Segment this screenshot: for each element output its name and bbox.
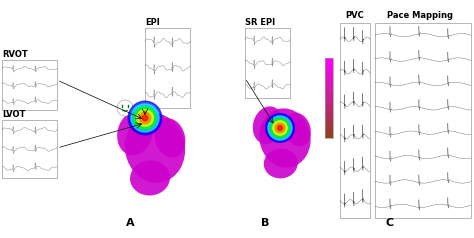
Ellipse shape [125,113,185,183]
Text: Pace Mapping: Pace Mapping [387,11,453,20]
Circle shape [139,112,151,124]
Bar [375,23,471,218]
Ellipse shape [117,111,153,155]
Ellipse shape [285,113,311,146]
Bar [325,74,333,78]
Circle shape [117,100,133,116]
Circle shape [128,101,162,135]
Text: LVOT: LVOT [2,110,26,119]
Text: A: A [126,218,134,228]
Bar [325,126,333,130]
Bar [325,58,333,138]
Ellipse shape [253,106,283,144]
Text: C: C [386,218,394,228]
Bar [325,134,333,138]
Text: B: B [261,218,269,228]
Bar [325,114,333,118]
Ellipse shape [155,118,185,158]
Bar [325,90,333,94]
Text: RVOT: RVOT [2,50,28,59]
Bar [340,23,370,218]
Bar [325,118,333,122]
Circle shape [275,123,285,133]
Circle shape [142,115,148,121]
Bar [325,130,333,134]
Ellipse shape [130,160,170,196]
Bar [325,98,333,102]
Ellipse shape [259,108,310,168]
Bar [325,110,333,114]
Bar [325,58,333,62]
Bar [325,86,333,90]
Circle shape [265,114,294,142]
Bar [245,28,290,98]
Circle shape [270,118,290,138]
Bar [325,122,333,126]
Bar [325,102,333,106]
Bar [325,70,333,74]
Circle shape [278,126,283,130]
Circle shape [134,107,156,129]
Bar [325,94,333,98]
Text: EPI: EPI [145,18,160,27]
Bar [325,82,333,86]
Bar [145,28,190,108]
Circle shape [131,104,159,132]
Bar [2,60,57,110]
Text: SR EPI: SR EPI [245,18,275,27]
Circle shape [268,116,292,140]
Bar [325,106,333,110]
Ellipse shape [264,149,298,178]
Bar [325,62,333,66]
Bar [2,120,57,178]
Circle shape [273,121,287,135]
Text: PVC: PVC [346,11,365,20]
Bar [325,66,333,70]
Circle shape [137,110,154,126]
Bar [325,78,333,82]
